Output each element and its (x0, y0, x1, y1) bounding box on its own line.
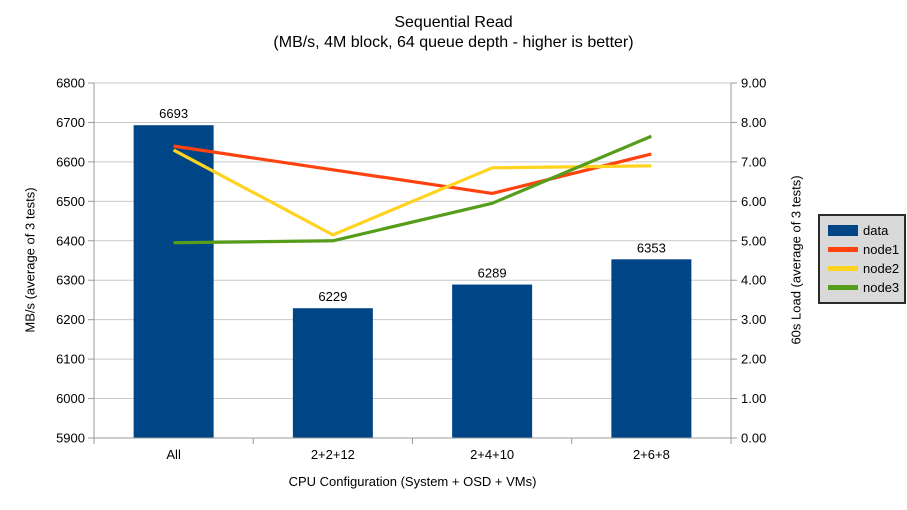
right-axis-tick-label: 0.00 (741, 431, 766, 446)
left-axis-tick-label: 6500 (56, 194, 85, 209)
legend-item-node2: node2 (828, 259, 904, 278)
right-axis-tick-label: 1.00 (741, 391, 766, 406)
chart-title: Sequential Read (394, 14, 513, 31)
left-axis-tick-label: 6100 (56, 352, 85, 367)
x-axis-title: CPU Configuration (System + OSD + VMs) (288, 474, 537, 489)
line-node3 (173, 134, 652, 245)
bar-data (133, 125, 214, 438)
left-axis-title: MB/s (average of 3 tests) (22, 187, 38, 333)
bar-value-label: 6693 (159, 106, 188, 121)
x-category-label: 2+6+8 (633, 447, 670, 462)
bar-data (452, 284, 533, 438)
bar-value-label: 6229 (318, 289, 347, 304)
legend-line-swatch-node1 (828, 247, 858, 252)
right-axis-tick-label: 7.00 (741, 154, 766, 169)
x-category-label: 2+4+10 (470, 447, 514, 462)
legend-label: data (863, 223, 889, 238)
legend: data node1 node2 node3 (818, 214, 906, 304)
line-node1 (173, 144, 652, 196)
right-axis-tick-label: 6.00 (741, 194, 766, 209)
bar-data (611, 259, 692, 438)
bar-value-label: 6289 (478, 266, 507, 281)
left-axis-tick-label: 6000 (56, 391, 85, 406)
legend-label: node2 (863, 261, 900, 276)
legend-line-swatch-node3 (828, 285, 858, 290)
left-axis-tick-label: 6600 (56, 154, 85, 169)
left-axis-tick-label: 6700 (56, 115, 85, 130)
x-category-label: 2+2+12 (311, 447, 355, 462)
right-axis-tick-label: 3.00 (741, 312, 766, 327)
right-axis-tick-label: 5.00 (741, 233, 766, 248)
right-axis-tick-label: 4.00 (741, 273, 766, 288)
left-axis-tick-label: 6400 (56, 233, 85, 248)
bar-value-label: 6353 (637, 240, 666, 255)
right-axis-tick-label: 2.00 (741, 352, 766, 367)
x-category-label: All (166, 447, 181, 462)
legend-item-data: data (828, 221, 904, 240)
legend-label: node1 (863, 242, 900, 257)
legend-bar-swatch-data (828, 225, 858, 236)
right-axis-title: 60s Load (average of 3 tests) (788, 175, 804, 345)
left-axis-tick-label: 6300 (56, 273, 85, 288)
right-axis-tick-label: 9.00 (741, 76, 766, 91)
legend-item-node3: node3 (828, 278, 904, 297)
left-axis-tick-label: 6800 (56, 76, 85, 91)
line-node2 (172, 148, 652, 237)
legend-label: node3 (863, 280, 900, 295)
legend-line-swatch-node2 (828, 266, 858, 271)
left-axis-tick-label: 6200 (56, 312, 85, 327)
bar-data (292, 308, 373, 438)
right-axis-tick-label: 8.00 (741, 115, 766, 130)
legend-item-node1: node1 (828, 240, 904, 259)
left-axis-tick-label: 5900 (56, 431, 85, 446)
chart-subtitle: (MB/s, 4M block, 64 queue depth - higher… (273, 34, 634, 51)
